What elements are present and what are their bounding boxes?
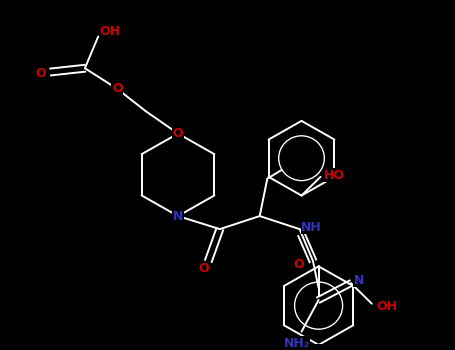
- Text: N: N: [173, 210, 183, 223]
- Text: O: O: [173, 127, 183, 140]
- Text: OH: OH: [100, 25, 121, 38]
- Text: N: N: [354, 274, 364, 287]
- Text: HO: HO: [324, 168, 345, 182]
- Text: NH₂: NH₂: [283, 337, 309, 350]
- Text: O: O: [198, 262, 209, 275]
- Text: O: O: [293, 258, 304, 271]
- Text: OH: OH: [376, 300, 397, 313]
- Text: O: O: [35, 68, 46, 80]
- Text: O: O: [112, 82, 122, 95]
- Text: NH: NH: [301, 220, 322, 234]
